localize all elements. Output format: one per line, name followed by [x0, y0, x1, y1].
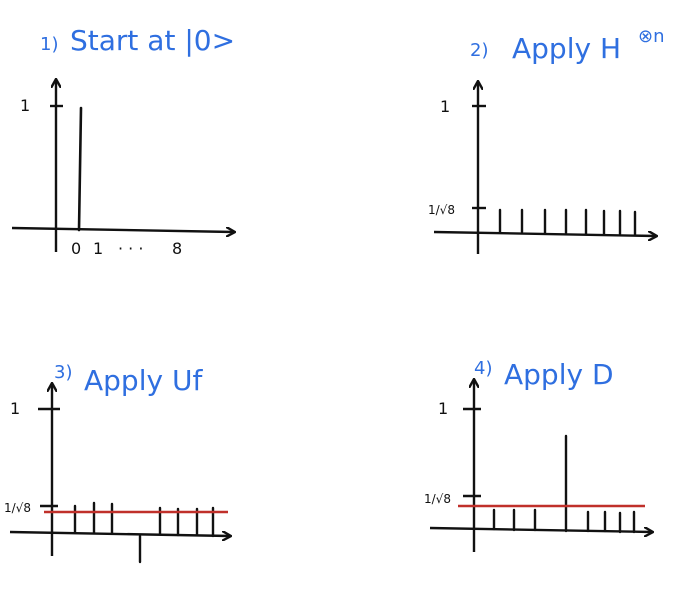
panel-2-y-tick-top-label: 1: [440, 97, 450, 116]
panel-1-step: 1): [40, 34, 58, 55]
panel-1-x-label-dots: · · ·: [118, 239, 143, 258]
panel-3: 3) Apply Uf 1 1/√8: [4, 362, 230, 564]
panel-1: 1) Start at |0> 1 0 1 · · · 8: [11, 24, 235, 258]
panel-1-x-axis: [11, 226, 234, 232]
panel-4-bars: [492, 434, 636, 534]
panel-1-x-label-1: 1: [93, 239, 103, 258]
panel-4-y-tick-top-label: 1: [438, 399, 448, 418]
panel-2-superscript: ⊗n: [638, 26, 665, 47]
panel-1-x-label-8: 8: [172, 239, 182, 258]
panel-2: 2) Apply H ⊗n 1 1/√8: [428, 26, 665, 254]
panel-1-y-tick-label: 1: [20, 96, 30, 115]
panel-3-y-tick-bottom-label: 1/√8: [4, 501, 31, 515]
panel-3-y-tick-top-label: 1: [10, 399, 20, 418]
panel-2-bars: [498, 208, 637, 237]
panel-3-step: 3): [54, 362, 72, 383]
panel-3-bars: [73, 501, 215, 564]
panel-4-x-axis: [429, 526, 652, 532]
panel-2-step: 2): [470, 40, 488, 61]
panel-4-title: Apply D: [504, 358, 614, 391]
panel-2-y-tick-bottom-label: 1/√8: [428, 203, 455, 217]
panel-4-y-tick-bottom-label: 1/√8: [424, 492, 451, 506]
panel-3-title: Apply Uf: [84, 364, 203, 397]
panel-4-step: 4): [474, 358, 492, 379]
panel-3-x-axis: [9, 530, 230, 536]
panel-2-title: Apply H: [512, 32, 621, 65]
panel-1-spike: [77, 106, 83, 232]
panel-1-x-label-0: 0: [71, 239, 81, 258]
panel-1-title: Start at |0>: [70, 24, 235, 57]
panel-4: 4) Apply D 1 1/√8: [424, 358, 652, 552]
